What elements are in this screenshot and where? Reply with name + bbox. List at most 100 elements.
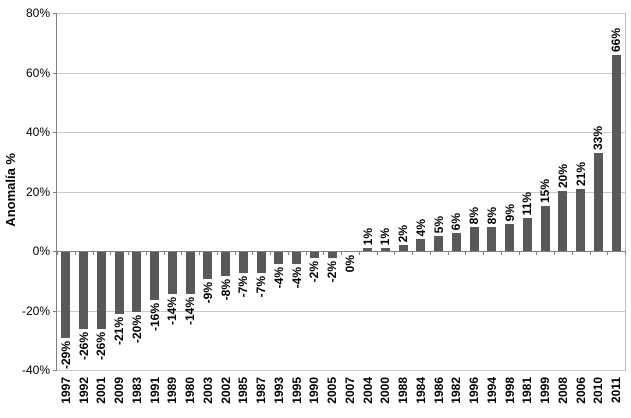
x-axis-category-label: 1980 bbox=[183, 377, 197, 404]
x-axis-tick bbox=[93, 251, 94, 255]
y-axis-tick bbox=[53, 311, 57, 312]
bar bbox=[79, 252, 88, 329]
x-axis-tick bbox=[288, 251, 289, 255]
gridline bbox=[57, 370, 625, 371]
data-label: 5% bbox=[432, 215, 446, 233]
bar bbox=[416, 239, 425, 251]
bar bbox=[239, 252, 248, 273]
gridline bbox=[57, 311, 625, 312]
bar bbox=[452, 233, 461, 251]
data-label: 8% bbox=[485, 206, 499, 224]
data-label: -8% bbox=[219, 279, 233, 301]
y-axis-tick bbox=[53, 73, 57, 74]
x-axis-category-label: 2007 bbox=[343, 377, 357, 404]
bar bbox=[274, 252, 283, 264]
data-label: 1% bbox=[378, 227, 392, 245]
data-label: 4% bbox=[414, 218, 428, 236]
data-label: -29% bbox=[59, 341, 73, 370]
x-axis-tick bbox=[625, 251, 626, 255]
x-axis-category-label: 1981 bbox=[520, 377, 534, 404]
bar bbox=[576, 189, 585, 251]
gridline bbox=[57, 73, 625, 74]
x-axis-category-label: 2009 bbox=[112, 377, 126, 404]
x-axis-category-label: 1990 bbox=[307, 377, 321, 404]
x-axis-category-label: 1984 bbox=[414, 377, 428, 404]
y-tick-label: 60% bbox=[25, 66, 50, 80]
x-axis-category-label: 1991 bbox=[148, 377, 162, 404]
x-axis-tick bbox=[252, 251, 253, 255]
x-axis-tick bbox=[572, 251, 573, 255]
data-label: -21% bbox=[112, 317, 126, 346]
y-axis-tick bbox=[53, 13, 57, 14]
x-axis-tick bbox=[306, 251, 307, 255]
data-label: 1% bbox=[361, 227, 375, 245]
bar bbox=[381, 248, 390, 251]
bar bbox=[150, 252, 159, 300]
x-axis-category-label: 1997 bbox=[59, 377, 73, 404]
data-label: -4% bbox=[290, 267, 304, 289]
x-axis-tick bbox=[448, 251, 449, 255]
x-axis-tick bbox=[359, 251, 360, 255]
y-tick-label: 80% bbox=[25, 6, 50, 20]
data-label: -7% bbox=[236, 276, 250, 298]
x-axis-category-label: 2005 bbox=[325, 377, 339, 404]
x-axis-category-label: 1995 bbox=[290, 377, 304, 404]
x-axis-tick bbox=[323, 251, 324, 255]
x-axis-tick bbox=[217, 251, 218, 255]
bar bbox=[203, 252, 212, 279]
x-axis-tick bbox=[590, 251, 591, 255]
x-axis-tick bbox=[377, 251, 378, 255]
x-axis-tick bbox=[235, 251, 236, 255]
x-axis-tick bbox=[465, 251, 466, 255]
gridline bbox=[57, 192, 625, 193]
x-axis-tick bbox=[146, 251, 147, 255]
bar bbox=[594, 153, 603, 251]
bar bbox=[132, 252, 141, 312]
data-label: -4% bbox=[272, 267, 286, 289]
gridline bbox=[57, 13, 625, 14]
data-label: -2% bbox=[307, 261, 321, 283]
x-axis-tick bbox=[57, 251, 58, 255]
x-axis-category-label: 1993 bbox=[272, 377, 286, 404]
x-axis-category-label: 1986 bbox=[432, 377, 446, 404]
bar bbox=[434, 236, 443, 251]
data-label: -2% bbox=[325, 261, 339, 283]
y-tick-label: -40% bbox=[21, 363, 50, 377]
data-label: 66% bbox=[609, 27, 623, 52]
bar bbox=[257, 252, 266, 273]
x-axis-category-label: 2010 bbox=[591, 377, 605, 404]
y-axis-tick bbox=[53, 251, 57, 252]
data-label: 2% bbox=[396, 224, 410, 242]
x-axis-category-label: 1999 bbox=[538, 377, 552, 404]
bar bbox=[115, 252, 124, 314]
x-axis-category-label: 2002 bbox=[219, 377, 233, 404]
x-axis-tick bbox=[75, 251, 76, 255]
y-tick-label: 40% bbox=[25, 125, 50, 139]
x-axis-tick bbox=[181, 251, 182, 255]
x-axis-category-label: 1994 bbox=[485, 377, 499, 404]
data-label: 8% bbox=[467, 206, 481, 224]
bar bbox=[97, 252, 106, 329]
x-axis-category-label: 2004 bbox=[361, 377, 375, 404]
x-axis-category-label: 1985 bbox=[236, 377, 250, 404]
x-axis-category-label: 1983 bbox=[130, 377, 144, 404]
y-axis-tick bbox=[53, 370, 57, 371]
x-axis-tick bbox=[554, 251, 555, 255]
bar bbox=[612, 55, 621, 251]
gridline bbox=[57, 132, 625, 133]
x-axis-tick bbox=[128, 251, 129, 255]
data-label: 20% bbox=[556, 163, 570, 188]
bar bbox=[541, 206, 550, 251]
x-axis-category-label: 1998 bbox=[503, 377, 517, 404]
plot-border-right bbox=[625, 13, 626, 371]
data-label: 15% bbox=[538, 178, 552, 203]
y-tick-label: 20% bbox=[25, 185, 50, 199]
x-axis-tick bbox=[536, 251, 537, 255]
data-label: 9% bbox=[503, 203, 517, 221]
x-axis-tick bbox=[199, 251, 200, 255]
data-label: 0% bbox=[343, 255, 357, 273]
x-axis-tick bbox=[412, 251, 413, 255]
data-label: -26% bbox=[77, 332, 91, 361]
x-axis-category-label: 2008 bbox=[556, 377, 570, 404]
